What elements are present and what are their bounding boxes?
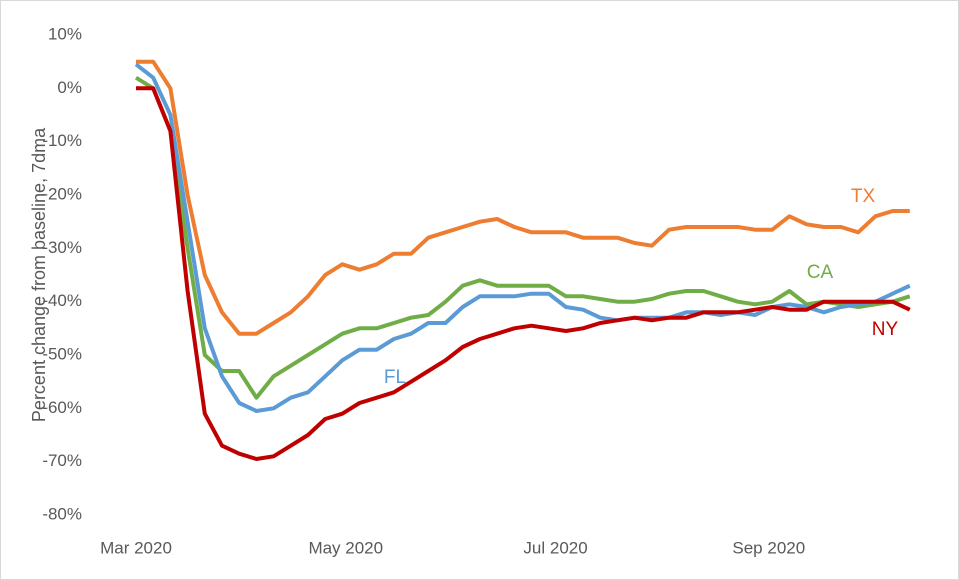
y-tick-label: 0%	[57, 78, 82, 97]
series-label: TX	[851, 186, 876, 207]
y-tick-label: 10%	[48, 24, 82, 43]
series-line	[136, 59, 910, 336]
series-label: FL	[384, 367, 406, 388]
y-tick-label: -50%	[42, 344, 82, 363]
series-line	[136, 86, 911, 461]
y-tick-label: -70%	[42, 451, 82, 470]
series-label: CA	[807, 262, 834, 283]
x-tick-label: Mar 2020	[100, 538, 172, 557]
y-tick-label: -60%	[42, 398, 82, 417]
x-tick-label: Jul 2020	[523, 538, 587, 557]
x-tick-label: May 2020	[308, 538, 383, 557]
y-axis-title: Percent change from baseline, 7dma	[29, 127, 49, 422]
y-tick-label: -40%	[42, 291, 82, 310]
y-tick-label: -10%	[42, 131, 82, 150]
x-tick-label: Sep 2020	[732, 538, 805, 557]
y-tick-label: -20%	[42, 184, 82, 203]
y-tick-label: -30%	[42, 238, 82, 257]
series-line	[134, 62, 911, 413]
series-line	[134, 75, 911, 400]
series-label: NY	[872, 319, 899, 340]
y-tick-label: -80%	[42, 504, 82, 523]
